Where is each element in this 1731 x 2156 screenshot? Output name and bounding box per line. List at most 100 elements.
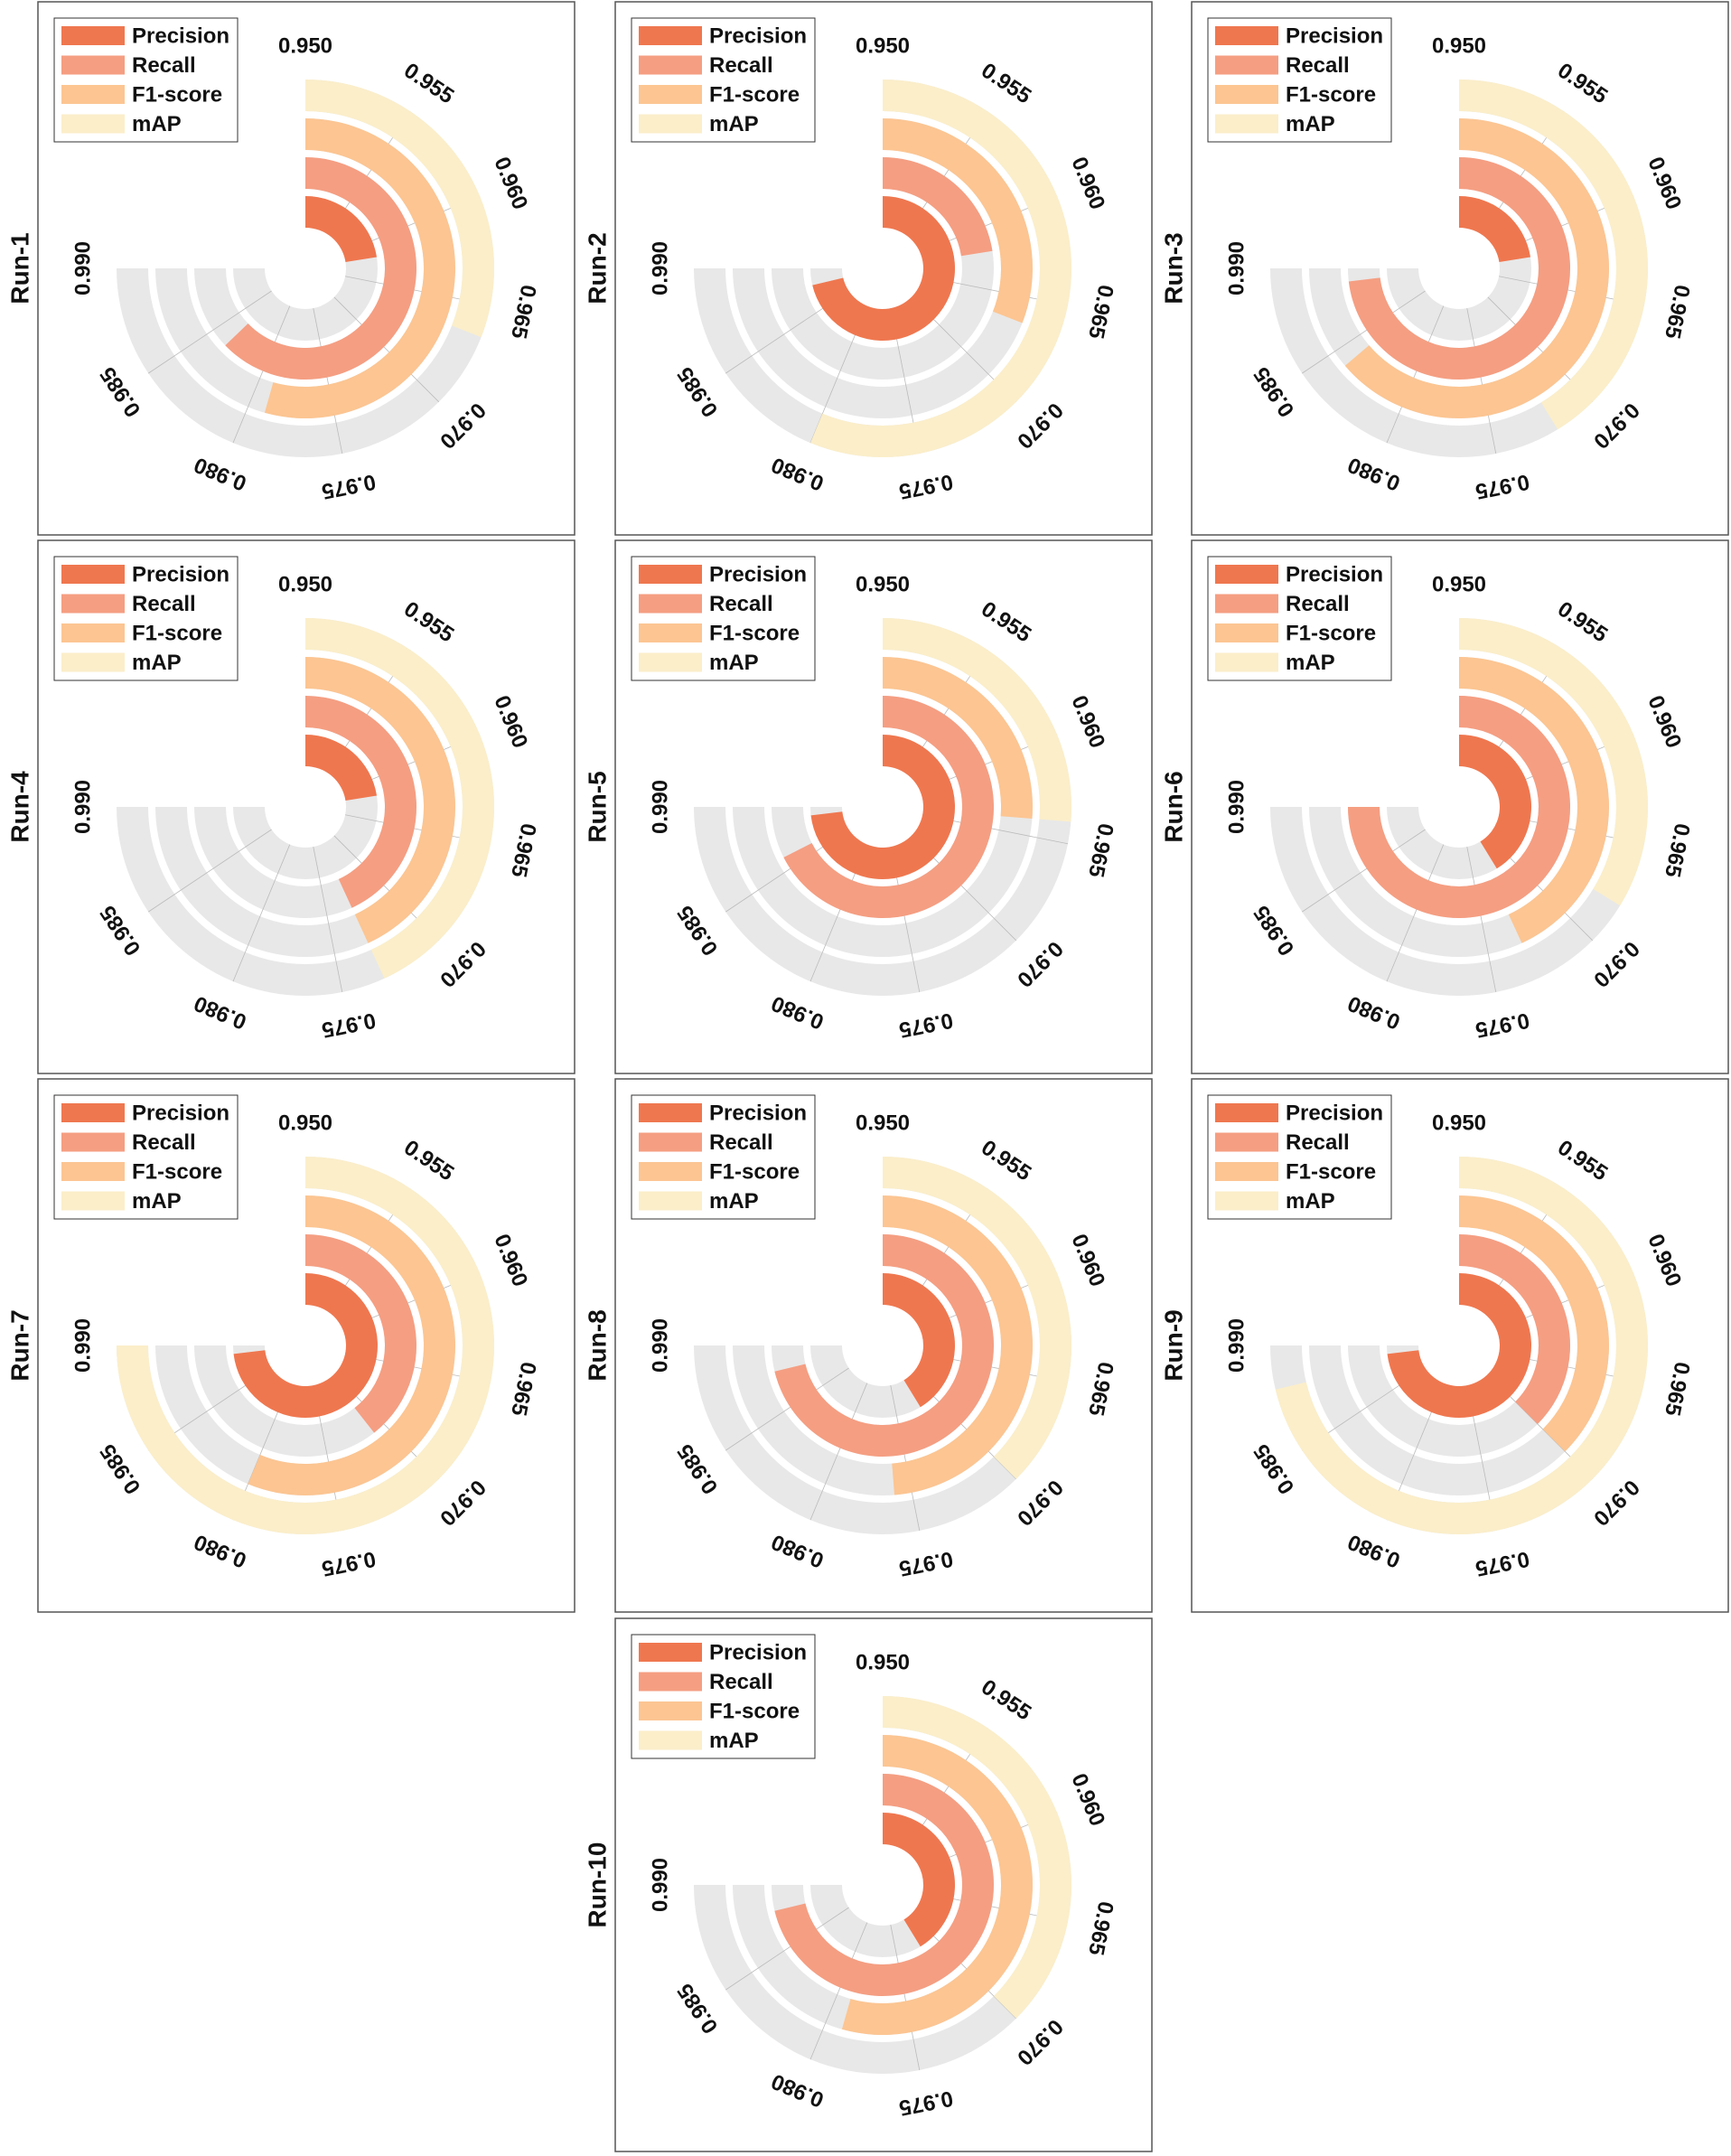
legend-swatch-precision xyxy=(639,1103,702,1122)
legend-swatch-map xyxy=(1215,1191,1278,1211)
tick-label: 0.950 xyxy=(856,1111,910,1136)
legend-label-map: mAP xyxy=(709,112,759,136)
run-label: Run-2 xyxy=(584,232,612,304)
panel-run-10: 0.9500.9550.9600.9650.9700.9750.9800.985… xyxy=(584,1617,1153,2152)
tick-label: 0.950 xyxy=(1432,34,1486,59)
tick-label: 0.990 xyxy=(1225,780,1249,834)
grid-line xyxy=(1386,305,1445,444)
legend-swatch-recall xyxy=(639,1672,702,1692)
legend-label-recall: Recall xyxy=(132,1130,196,1155)
legend-swatch-precision xyxy=(61,565,125,584)
legend-swatch-recall xyxy=(639,594,702,614)
bar-map xyxy=(1459,618,1648,906)
legend: Precision Recall F1-score mAP xyxy=(1207,17,1392,143)
legend-label-recall: Recall xyxy=(1286,592,1350,616)
tick-label: 0.990 xyxy=(649,1858,673,1912)
legend-label-precision: Precision xyxy=(709,24,807,49)
legend-swatch-precision xyxy=(1215,26,1278,45)
legend-swatch-map xyxy=(1215,652,1278,672)
grid-line xyxy=(148,829,272,913)
bar-f1-score xyxy=(248,1195,456,1495)
panel-run-6: 0.9500.9550.9600.9650.9700.9750.9800.985… xyxy=(1160,539,1729,1074)
legend-swatch-recall xyxy=(1215,55,1278,75)
legend-label-map: mAP xyxy=(709,1189,759,1214)
legend: Precision Recall F1-score mAP xyxy=(631,17,816,143)
bar-recall xyxy=(1459,1234,1570,1424)
legend-label-map: mAP xyxy=(709,651,759,675)
grid-line xyxy=(890,1385,921,1532)
run-label: Run-7 xyxy=(6,1309,34,1381)
legend-swatch-f1-score xyxy=(61,85,125,104)
grid-line xyxy=(1466,847,1497,993)
legend-label-recall: Recall xyxy=(1286,1130,1350,1155)
run-label: Run-5 xyxy=(584,771,612,842)
bar-map xyxy=(810,80,1072,458)
legend-label-map: mAP xyxy=(1286,1189,1335,1214)
legend-label-recall: Recall xyxy=(1286,53,1350,78)
tick-label: 0.990 xyxy=(1225,1318,1249,1373)
panel-run-2: 0.9500.9550.9600.9650.9700.9750.9800.985… xyxy=(584,1,1153,536)
legend-swatch-f1-score xyxy=(1215,1162,1278,1181)
legend-swatch-f1-score xyxy=(1215,623,1278,642)
legend-swatch-f1-score xyxy=(639,1701,702,1720)
legend-swatch-f1-score xyxy=(639,623,702,642)
legend-label-f1-score: F1-score xyxy=(709,83,800,108)
legend-swatch-map xyxy=(639,1730,702,1750)
legend-swatch-precision xyxy=(1215,565,1278,584)
bar-recall xyxy=(783,696,995,918)
run-label: Run-9 xyxy=(1160,1309,1188,1381)
bar-f1-score xyxy=(264,118,455,418)
bar-map xyxy=(883,618,1072,822)
grid-line xyxy=(232,844,291,982)
legend-label-f1-score: F1-score xyxy=(709,1160,800,1185)
legend-label-map: mAP xyxy=(132,1189,182,1214)
legend-swatch-f1-score xyxy=(61,623,125,642)
bar-map xyxy=(883,1696,1072,2019)
bar-recall xyxy=(305,1234,416,1433)
legend-label-recall: Recall xyxy=(709,592,773,616)
legend-swatch-recall xyxy=(639,1132,702,1152)
legend: Precision Recall F1-score mAP xyxy=(53,556,239,681)
tick-label: 0.950 xyxy=(856,1651,910,1675)
bar-precision xyxy=(883,1813,955,1947)
legend-label-precision: Precision xyxy=(1286,1101,1383,1126)
bar-map xyxy=(883,1157,1072,1479)
legend: Precision Recall F1-score mAP xyxy=(1207,1094,1392,1220)
legend: Precision Recall F1-score mAP xyxy=(53,1094,239,1220)
legend-label-recall: Recall xyxy=(709,1130,773,1155)
bar-precision xyxy=(812,196,955,341)
bar-precision xyxy=(305,196,378,262)
bar-f1-score xyxy=(841,1735,1033,2036)
legend-label-recall: Recall xyxy=(132,53,196,78)
bar-map xyxy=(305,618,494,979)
tick-label: 0.990 xyxy=(649,780,673,834)
legend-label-recall: Recall xyxy=(132,592,196,616)
grid-line xyxy=(313,308,343,455)
bar-precision xyxy=(233,1273,378,1419)
grid-line xyxy=(1302,290,1426,374)
grid-line xyxy=(148,290,272,374)
legend-swatch-map xyxy=(639,652,702,672)
legend-label-f1-score: F1-score xyxy=(132,622,222,646)
bar-recall xyxy=(305,696,417,908)
legend-label-map: mAP xyxy=(709,1729,759,1753)
tick-label: 0.990 xyxy=(71,241,96,295)
legend-label-f1-score: F1-score xyxy=(1286,622,1376,646)
legend: Precision Recall F1-score mAP xyxy=(1207,556,1392,681)
legend-label-f1-score: F1-score xyxy=(709,1700,800,1724)
legend: Precision Recall F1-score mAP xyxy=(53,17,239,143)
tick-label: 0.990 xyxy=(649,241,673,295)
bar-recall xyxy=(883,157,993,257)
tick-label: 0.990 xyxy=(71,1318,96,1373)
bar-f1-score xyxy=(1344,118,1609,419)
grid-line xyxy=(1386,844,1445,982)
run-label: Run-6 xyxy=(1160,771,1188,842)
legend-swatch-precision xyxy=(1215,1103,1278,1122)
panel-run-1: 0.9500.9550.9600.9650.9700.9750.9800.985… xyxy=(6,1,575,536)
legend-swatch-map xyxy=(639,1191,702,1211)
panel-run-4: 0.9500.9550.9600.9650.9700.9750.9800.985… xyxy=(6,539,575,1074)
legend-swatch-recall xyxy=(61,55,125,75)
legend-label-precision: Precision xyxy=(1286,563,1383,587)
legend-swatch-precision xyxy=(639,26,702,45)
run-label: Run-3 xyxy=(1160,232,1188,304)
